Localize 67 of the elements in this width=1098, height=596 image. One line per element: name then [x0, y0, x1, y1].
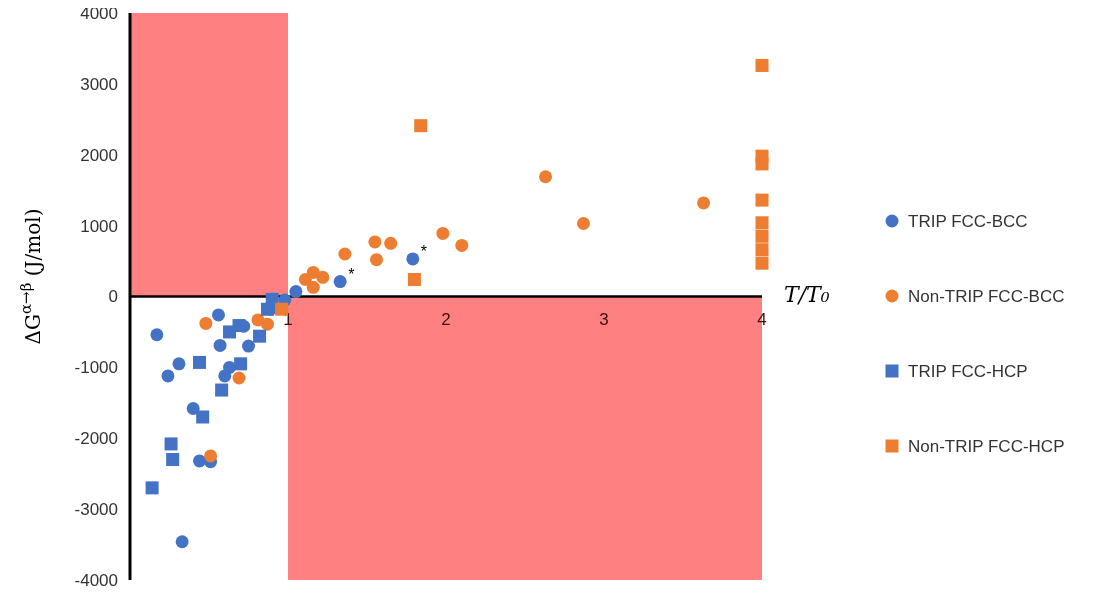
point: [204, 449, 218, 463]
y-tick-label: -1000: [74, 358, 118, 378]
legend-label: TRIP FCC-BCC: [908, 211, 1028, 231]
y-tick-label: -3000: [74, 500, 118, 520]
y-tick-label: 0: [108, 287, 118, 307]
point: [576, 217, 590, 230]
point: [175, 535, 189, 549]
legend-label: TRIP FCC-HCP: [908, 361, 1028, 381]
point: [369, 253, 383, 267]
point: [172, 357, 186, 371]
point: [260, 302, 274, 316]
point: [150, 328, 164, 342]
point: [306, 265, 320, 279]
point: [316, 270, 330, 284]
point: [755, 193, 769, 207]
legend-label: Non-TRIP FCC-HCP: [908, 436, 1065, 456]
x-tick-label: 2: [441, 309, 451, 329]
point: [215, 383, 229, 397]
point: [193, 355, 207, 369]
annotation: *: [348, 265, 355, 283]
point: [186, 401, 200, 415]
y-tick-label: 4000: [80, 3, 118, 23]
point: [384, 236, 398, 250]
point: [333, 275, 347, 289]
y-tick-label: 1000: [80, 216, 118, 236]
point: [539, 170, 553, 184]
x-tick-label: 3: [599, 309, 609, 329]
point: [755, 243, 769, 257]
point: [161, 369, 175, 383]
point: [166, 453, 180, 467]
point: [755, 157, 769, 171]
point: [289, 285, 303, 299]
y-tick-label: 2000: [80, 145, 118, 165]
point: [232, 371, 246, 385]
point: [407, 272, 421, 286]
point: [211, 308, 225, 322]
x-tick-label: 4: [757, 309, 767, 329]
point: [306, 280, 320, 294]
point: [414, 119, 428, 133]
point: [455, 238, 469, 252]
point: [406, 252, 420, 266]
point: [213, 338, 227, 352]
y-tick-label: -4000: [74, 570, 118, 590]
point: [260, 317, 274, 331]
point: [755, 256, 769, 270]
point: [242, 339, 255, 353]
legend-label: Non-TRIP FCC-BCC: [908, 286, 1065, 306]
point: [755, 229, 769, 243]
point: [164, 437, 178, 451]
point: [196, 410, 210, 424]
y-tick-label: -2000: [74, 429, 118, 449]
point: [218, 369, 232, 383]
point: [232, 319, 246, 333]
y-tick-label: 3000: [80, 74, 118, 94]
point: [436, 226, 450, 240]
point: [234, 357, 248, 371]
point: [368, 235, 382, 249]
x-axis-title: T/T₀: [784, 281, 830, 307]
point: [253, 329, 267, 343]
point: [697, 196, 711, 210]
point: [338, 247, 352, 261]
point: [755, 216, 769, 230]
point: [199, 316, 213, 330]
point: [193, 454, 207, 468]
point: [755, 58, 769, 72]
annotation: *: [420, 242, 428, 260]
point: [145, 481, 159, 495]
